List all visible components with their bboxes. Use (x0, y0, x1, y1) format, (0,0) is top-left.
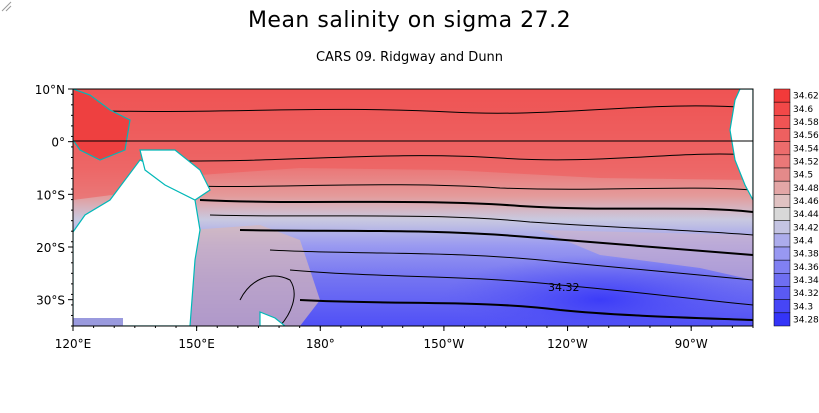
colorbar-label: 34.48 (793, 184, 819, 194)
contour-line (299, 299, 753, 321)
colorbar-label: 34.62 (793, 92, 819, 102)
contour-line (209, 214, 753, 236)
southwest-shelf-waters (190, 225, 320, 326)
contour-line (239, 229, 753, 256)
contour-line (239, 275, 295, 326)
contour-line (269, 249, 753, 281)
lon-tick-label: 150°W (424, 337, 465, 351)
colorbar-swatch (773, 286, 791, 300)
contour-lines (73, 105, 753, 326)
contour-line (289, 269, 753, 306)
colorbar-swatch (773, 101, 791, 116)
colorbar-label: 34.6 (793, 105, 813, 115)
lon-tick-label: 150°E (178, 337, 215, 351)
lon-tick-label: 180° (306, 337, 335, 351)
land-masses (73, 89, 753, 326)
colorbar-swatch (773, 180, 791, 195)
colorbar-label: 34.3 (793, 302, 813, 312)
lat-tick-label: 0° (51, 136, 65, 150)
colorbar-swatch (773, 154, 791, 169)
lat-tick-label: 30°S (36, 294, 65, 308)
map-subtitle: CARS 09. Ridgway and Dunn (315, 50, 504, 65)
colorbar-swatch (773, 220, 791, 235)
colorbar-swatch (773, 207, 791, 221)
colorbar-label: 34.28 (793, 315, 819, 325)
colorbar-swatch (773, 299, 791, 314)
resize-grip-icon[interactable] (0, 0, 12, 12)
colorbar-label: 34.32 (793, 289, 819, 299)
lon-tick-label: 120°W (547, 337, 588, 351)
contour-line (149, 153, 753, 162)
lon-tick-label: 90°W (675, 337, 708, 351)
colorbar-swatch (773, 233, 791, 248)
map-field (73, 89, 753, 326)
colorbar-swatch (773, 194, 791, 208)
colorbar-label: 34.56 (793, 131, 819, 141)
map-axes: 10°N 0° 10°S 20°S 30°S 120°E 150°E 180° 150°W 120… (35, 83, 754, 351)
contour-line (159, 184, 753, 191)
lon-tick-label: 120°E (55, 337, 92, 351)
map-title: Mean salinity on sigma 27.2 (247, 8, 572, 33)
colorbar-swatch (773, 259, 791, 274)
americas-land (729, 89, 753, 201)
colorbar-label: 34.5 (793, 171, 813, 181)
lat-tick-label: 10°N (35, 83, 65, 97)
colorbar-swatch (773, 88, 791, 103)
colorbar-label: 34.44 (793, 210, 819, 220)
high-salinity-band (73, 89, 753, 200)
colorbar-swatch (773, 273, 791, 287)
colorbar-label: 34.42 (793, 223, 819, 233)
colorbar-label: 34.46 (793, 197, 819, 207)
colorbar-swatch (773, 167, 791, 182)
colorbar-label: 34.58 (793, 118, 819, 128)
new-guinea-land (139, 149, 211, 201)
contour-label: 34.32 (548, 281, 580, 294)
colorbar-swatch (773, 128, 791, 142)
colorbar-label: 34.4 (793, 236, 813, 246)
lat-tick-label: 10°S (36, 188, 65, 202)
colorbar: 34.62 34.6 34.58 34.56 34.54 34.52 34.5 34.48 34… (773, 88, 819, 327)
new-zealand-land (259, 311, 286, 326)
colorbar-label: 34.36 (793, 263, 819, 273)
colorbar-label: 34.54 (793, 144, 819, 154)
contour-line (73, 105, 753, 114)
colorbar-label: 34.52 (793, 157, 819, 167)
colorbar-label: 34.34 (793, 276, 819, 286)
southwest-corner-patch (73, 318, 123, 326)
map-frame (72, 88, 754, 327)
colorbar-swatch (773, 312, 791, 327)
colorbar-swatch (773, 246, 791, 261)
lat-tick-label: 20°S (36, 241, 65, 255)
colorbar-swatch (773, 115, 791, 129)
colorbar-label: 34.38 (793, 250, 819, 260)
colorbar-swatch (773, 141, 791, 156)
contour-line (199, 199, 753, 213)
maritime-continent-land (73, 89, 131, 161)
